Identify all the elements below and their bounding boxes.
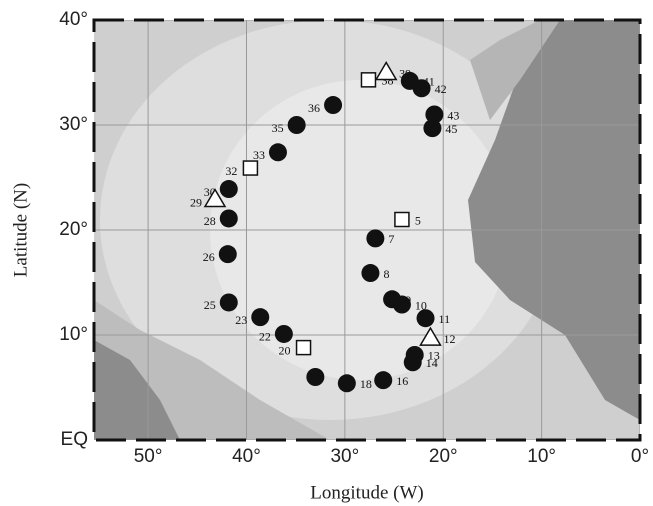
station-label: 26 <box>203 250 215 264</box>
station-label: 41 <box>423 75 435 89</box>
station-circle <box>338 374 356 392</box>
station-label: 43 <box>447 108 459 122</box>
station-label: 8 <box>383 267 389 281</box>
x-tick-label: 20° <box>429 446 458 467</box>
station-square <box>297 341 311 355</box>
y-tick-label: 20° <box>59 219 88 240</box>
station-label: 35 <box>272 121 284 135</box>
station-circle <box>324 96 342 114</box>
station-circle <box>361 264 379 282</box>
station-circle <box>269 143 287 161</box>
station-label: 42 <box>435 82 447 96</box>
station-square <box>361 73 375 87</box>
station-circle <box>406 346 424 364</box>
station-label: 9 <box>405 293 411 307</box>
station-label: 18 <box>360 377 372 391</box>
station-label: 11 <box>439 312 451 326</box>
map: 50°40°30°20°10°0°EQ10°20°30°40° 36353330… <box>0 0 653 506</box>
station-label: 39 <box>399 66 411 80</box>
x-tick-label: 10° <box>527 446 556 467</box>
station-circle <box>219 245 237 263</box>
station-label: 28 <box>204 214 216 228</box>
station-circle <box>220 293 238 311</box>
station-circle <box>275 325 293 343</box>
station-label: 10 <box>415 298 427 312</box>
y-axis-title: Latitude (N) <box>10 183 31 277</box>
station-square <box>395 213 409 227</box>
station-label: 20 <box>279 343 291 357</box>
station-circle <box>383 290 401 308</box>
x-tick-label: 0° <box>631 446 649 467</box>
y-tick-label: 30° <box>59 114 88 135</box>
station-label: 5 <box>415 213 421 227</box>
y-tick-label: 40° <box>59 9 88 30</box>
station-label: 23 <box>235 313 247 327</box>
station-circle <box>220 209 238 227</box>
station-label: 33 <box>253 148 265 162</box>
station-label: 13 <box>428 349 440 363</box>
x-tick-label: 30° <box>330 446 359 467</box>
station-circle <box>288 116 306 134</box>
station-circle <box>251 308 269 326</box>
station-circle <box>425 106 443 124</box>
station-label: 45 <box>445 122 457 136</box>
station-label: 12 <box>443 332 455 346</box>
x-tick-label: 40° <box>232 446 261 467</box>
station-label: 32 <box>225 164 237 178</box>
station-circle <box>220 180 238 198</box>
x-axis-title: Longitude (W) <box>310 482 423 503</box>
station-label: 22 <box>259 330 271 344</box>
station-circle <box>374 371 392 389</box>
station-circle <box>366 229 384 247</box>
y-tick-label: EQ <box>61 429 88 450</box>
station-square <box>243 161 257 175</box>
station-label: 29 <box>190 195 202 209</box>
y-tick-label: 10° <box>59 324 88 345</box>
station-label: 25 <box>204 298 216 312</box>
station-label: 36 <box>308 101 320 115</box>
station-circle <box>306 368 324 386</box>
station-label: 7 <box>388 232 394 246</box>
x-tick-label: 50° <box>134 446 163 467</box>
station-label: 16 <box>396 374 408 388</box>
